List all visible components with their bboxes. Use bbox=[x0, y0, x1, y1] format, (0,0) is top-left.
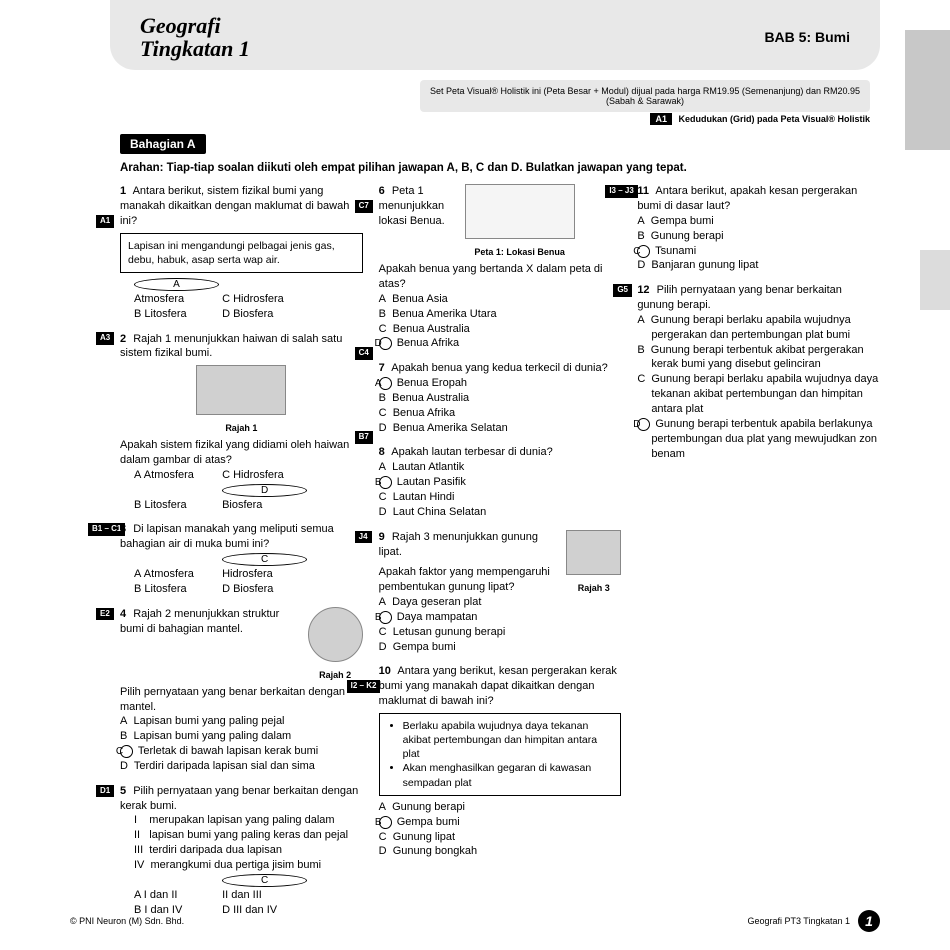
section-badge: Bahagian A bbox=[120, 134, 206, 154]
question-columns: 1 Antara berikut, sistem fizikal bumi ya… bbox=[120, 184, 880, 924]
question-12: 12 Pilih pernyataan yang benar berkaitan… bbox=[637, 283, 880, 461]
instructions: Arahan: Tiap-tiap soalan diikuti oleh em… bbox=[120, 162, 880, 174]
price-box: Set Peta Visual® Holistik ini (Peta Besa… bbox=[420, 80, 870, 112]
question-7: 7 Apakah benua yang kedua terkecil di du… bbox=[379, 361, 622, 435]
grid-note: A1 Kedudukan (Grid) pada Peta Visual® Ho… bbox=[0, 114, 870, 124]
side-tab bbox=[905, 30, 950, 150]
peta-1-image bbox=[465, 184, 575, 239]
question-9: 9 Rajah 3 menunjukkan gunung lipat. J4 A… bbox=[379, 530, 622, 655]
side-tab-small bbox=[920, 250, 950, 310]
grid-tag: A1 bbox=[650, 113, 672, 125]
question-6: 6 Peta 1 menunjuk­kan lokasi Benua. C7 P… bbox=[379, 184, 622, 351]
grid-text: Kedudukan (Grid) pada Peta Visual® Holis… bbox=[678, 114, 870, 124]
question-2: 2 Rajah 1 menunjukkan haiwan di salah sa… bbox=[120, 332, 363, 513]
level-title: Tingkatan 1 bbox=[140, 37, 250, 60]
page-footer: © PNI Neuron (M) Sdn. Bhd. Geografi PT3 … bbox=[70, 910, 880, 932]
q1-info-box: Lapisan ini mengandungi pelbagai jenis g… bbox=[120, 233, 363, 273]
rajah-1-image bbox=[196, 365, 286, 415]
page-number: 1 bbox=[858, 910, 880, 932]
question-5: 5 Pilih pernyataan yang benar berkaitan … bbox=[120, 784, 363, 918]
chapter-title: BAB 5: Bumi bbox=[764, 29, 850, 45]
question-3: 3 Di lapisan manakah yang meliputi semua… bbox=[120, 522, 363, 596]
rajah-2-image bbox=[308, 607, 363, 662]
question-11: 11 Antara berikut, apakah kesan pergerak… bbox=[637, 184, 880, 273]
question-4: 4 Rajah 2 menunjukkan struktur bumi di b… bbox=[120, 607, 363, 774]
page-header: Geografi Tingkatan 1 BAB 5: Bumi bbox=[110, 0, 880, 70]
copyright: © PNI Neuron (M) Sdn. Bhd. bbox=[70, 916, 184, 926]
footer-subject: Geografi PT3 Tingkatan 1 bbox=[747, 916, 850, 926]
question-8: 8 Apakah lautan terbesar di dunia? B7 A … bbox=[379, 445, 622, 519]
rajah-3-image bbox=[566, 530, 621, 575]
question-10: 10 Antara yang berikut, kesan pergerakan… bbox=[379, 664, 622, 859]
book-title: Geografi bbox=[140, 14, 250, 37]
question-1: 1 Antara berikut, sistem fizikal bumi ya… bbox=[120, 184, 363, 321]
